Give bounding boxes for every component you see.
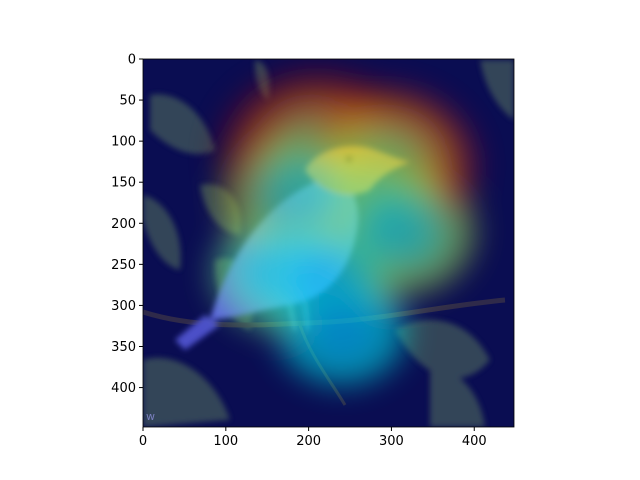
leaf-left xyxy=(143,195,181,270)
y-tick-label-250: 250 xyxy=(111,258,136,273)
x-tick-label-400: 400 xyxy=(462,434,487,449)
y-tick-label-300: 300 xyxy=(111,299,136,314)
heat-blob-7-ring-4 xyxy=(313,306,370,354)
leaf-bottom-left xyxy=(143,357,230,427)
x-tick-label-200: 200 xyxy=(296,434,321,449)
y-tick-label-150: 150 xyxy=(111,176,136,191)
x-axis: 0 100 200 300 400 xyxy=(139,427,487,449)
leaf-bottom-right xyxy=(395,320,490,379)
y-tick-label-350: 350 xyxy=(111,340,136,355)
x-tick-label-100: 100 xyxy=(213,434,238,449)
y-tick-label-50: 50 xyxy=(119,94,136,109)
x-tick-label-300: 300 xyxy=(379,434,404,449)
heatmap-plot-area: w xyxy=(143,59,514,427)
watermark: w xyxy=(146,410,155,423)
bird-tail xyxy=(175,315,220,350)
y-tick-label-100: 100 xyxy=(111,135,136,150)
x-tick-label-0: 0 xyxy=(139,434,147,449)
y-tick-label-400: 400 xyxy=(111,381,136,396)
y-tick-label-200: 200 xyxy=(111,217,136,232)
heat-overlay xyxy=(209,66,479,389)
leaf-top-left xyxy=(150,94,215,154)
y-axis: 0 50 100 150 200 250 300 350 400 xyxy=(111,53,143,396)
plot-frame xyxy=(142,58,515,428)
heat-blob-4-ring-4 xyxy=(369,205,430,258)
leaf-right-top xyxy=(480,60,514,120)
heat-blob-3-ring-4 xyxy=(269,168,331,221)
y-tick-label-0: 0 xyxy=(128,53,136,68)
leaf-right-low xyxy=(430,369,485,427)
foliage xyxy=(143,60,514,427)
